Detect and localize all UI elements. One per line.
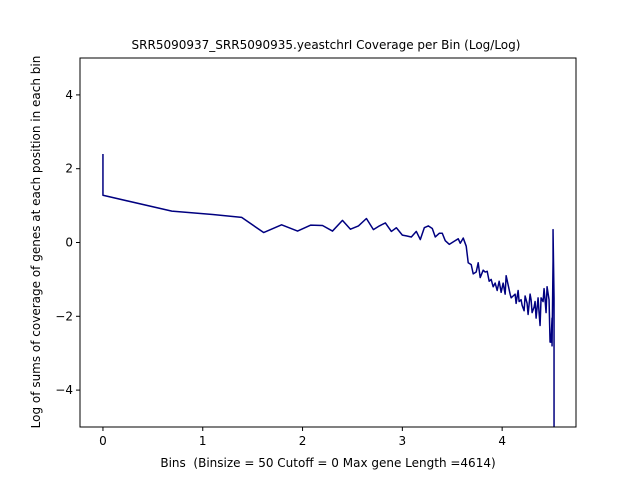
series-line-0 <box>102 153 555 427</box>
x-tick-label: 4 <box>498 434 506 448</box>
series-layer <box>102 153 555 427</box>
x-axis-label: Bins (Binsize = 50 Cutoff = 0 Max gene L… <box>160 456 495 470</box>
x-tick-label: 2 <box>299 434 307 448</box>
x-tick-label: 0 <box>99 434 107 448</box>
x-tick-label: 1 <box>199 434 207 448</box>
x-tick-label: 3 <box>399 434 407 448</box>
y-tick-label: 0 <box>65 236 73 250</box>
y-tick-label: −4 <box>55 383 73 397</box>
y-tick-label: 2 <box>65 162 73 176</box>
y-tick-label: −2 <box>55 309 73 323</box>
plot-frame <box>79 57 577 428</box>
y-tick-label: 4 <box>65 88 73 102</box>
x-axis: 0 1 2 3 4 <box>99 427 506 448</box>
y-axis: −4 −2 0 2 4 <box>55 88 80 397</box>
y-axis-label: Log of sums of coverage of genes at each… <box>29 56 43 429</box>
chart-title: SRR5090937_SRR5090935.yeastchrI Coverage… <box>132 38 521 52</box>
